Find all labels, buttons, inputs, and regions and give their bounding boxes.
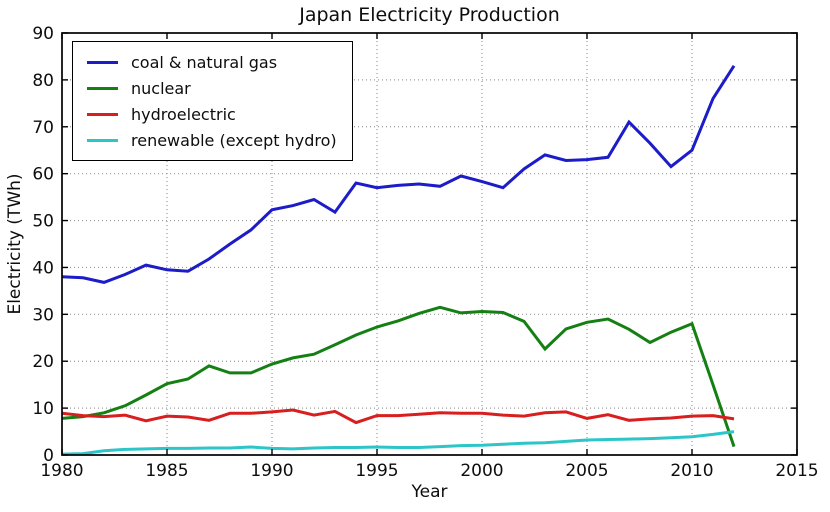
- y-tick-label-90: 90: [32, 24, 54, 44]
- legend-item-coal-natural-gas: coal & natural gas: [82, 49, 337, 75]
- x-tick-label-2000: 2000: [460, 461, 503, 481]
- x-tick-label-2010: 2010: [670, 461, 713, 481]
- line-renewable-except-hydro: [61, 430, 735, 456]
- y-tick-label-10: 10: [32, 399, 54, 419]
- y-tick-label-40: 40: [32, 258, 54, 278]
- x-tick-label-2005: 2005: [565, 461, 608, 481]
- legend-label-renewable-except-hydro: renewable (except hydro): [131, 130, 337, 150]
- y-tick-label-50: 50: [32, 212, 54, 232]
- legend-item-renewable-except-hydro: renewable (except hydro): [82, 127, 337, 153]
- axes-spines: [61, 32, 798, 456]
- x-axis-label: Year: [411, 482, 448, 502]
- x-tick-label-2015: 2015: [775, 461, 818, 481]
- x-tick-label-1990: 1990: [250, 461, 293, 481]
- x-tick-label-1995: 1995: [355, 461, 398, 481]
- legend-item-hydroelectric: hydroelectric: [82, 101, 337, 127]
- y-tick-label-80: 80: [32, 71, 54, 91]
- line-coal-natural-gas: [61, 64, 736, 284]
- y-tick-label-20: 20: [32, 352, 54, 372]
- y-tick-label-70: 70: [32, 118, 54, 138]
- legend-label-nuclear: nuclear: [131, 78, 191, 98]
- line-hydroelectric: [61, 408, 735, 425]
- legend-line-swatch-nuclear: [87, 86, 118, 90]
- legend-line-swatch-hydroelectric: [87, 112, 118, 116]
- legend-item-nuclear: nuclear: [82, 75, 337, 101]
- legend-line-swatch-renewable-except-hydro: [87, 138, 118, 142]
- x-tick-label-1985: 1985: [145, 461, 188, 481]
- line-nuclear: [61, 305, 736, 448]
- y-axis-label: Electricity (TWh): [5, 173, 25, 315]
- y-tick-label-60: 60: [32, 165, 54, 185]
- x-tick-label-1980: 1980: [40, 461, 83, 481]
- legend-label-hydroelectric: hydroelectric: [131, 104, 236, 124]
- chart-title: Japan Electricity Production: [299, 4, 560, 26]
- y-tick-label-0: 0: [43, 446, 54, 466]
- legend: coal & natural gas nuclear hydroelectric re…: [72, 41, 353, 161]
- y-tick-label-30: 30: [32, 305, 54, 325]
- legend-line-swatch-coal-natural-gas: [87, 60, 118, 64]
- legend-label-coal-natural-gas: coal & natural gas: [131, 52, 278, 72]
